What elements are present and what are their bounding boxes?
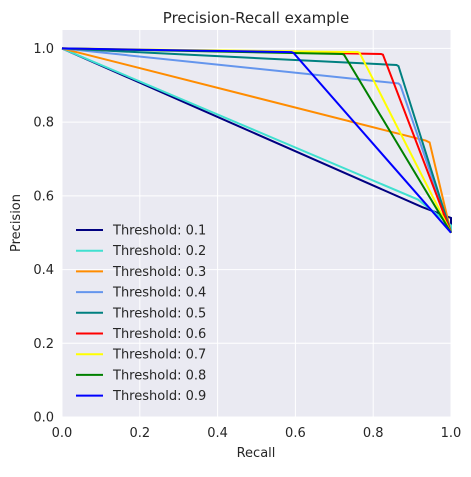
grid-lines — [61, 30, 452, 418]
y-tick-label: 0.0 — [33, 411, 54, 426]
chart-title: Precision-Recall example — [163, 9, 349, 27]
x-tick-label: 0.2 — [129, 426, 150, 441]
x-axis-label: Recall — [237, 446, 276, 461]
x-tick-label: 0.4 — [207, 426, 228, 441]
series-line-9 — [61, 47, 452, 234]
tick-labels: 0.0 0.2 0.4 0.6 0.8 1.0 0.0 0.2 0.4 0.6 0.8 1.0 — [33, 42, 461, 441]
series-line-5 — [61, 47, 452, 234]
x-tick-label: 1.0 — [441, 426, 462, 441]
series-line-3 — [61, 47, 452, 233]
y-tick-label: 0.4 — [33, 263, 54, 278]
y-tick-label: 0.6 — [33, 189, 54, 204]
legend-label-3: Threshold: 0.3 — [112, 265, 206, 280]
legend-label-2: Threshold: 0.2 — [112, 244, 206, 259]
legend-label-1: Threshold: 0.1 — [112, 224, 206, 239]
x-tick-label: 0.0 — [52, 426, 73, 441]
legend-label-4: Threshold: 0.4 — [112, 286, 206, 301]
y-tick-label: 0.8 — [33, 116, 54, 131]
y-axis-label: Precision — [9, 194, 24, 252]
y-tick-label: 1.0 — [33, 42, 54, 57]
legend: Threshold: 0.1 Threshold: 0.2 Threshold: 0… — [76, 224, 206, 404]
plot-area — [62, 30, 451, 417]
legend-label-9: Threshold: 0.9 — [112, 389, 206, 404]
legend-label-7: Threshold: 0.7 — [112, 348, 206, 363]
y-tick-label: 0.2 — [33, 337, 54, 352]
series-lines — [61, 47, 452, 234]
legend-label-6: Threshold: 0.6 — [112, 327, 206, 342]
x-tick-label: 0.6 — [285, 426, 306, 441]
legend-label-8: Threshold: 0.8 — [112, 368, 206, 383]
legend-label-5: Threshold: 0.5 — [112, 306, 206, 321]
x-tick-label: 0.8 — [363, 426, 384, 441]
series-line-4 — [61, 47, 452, 234]
